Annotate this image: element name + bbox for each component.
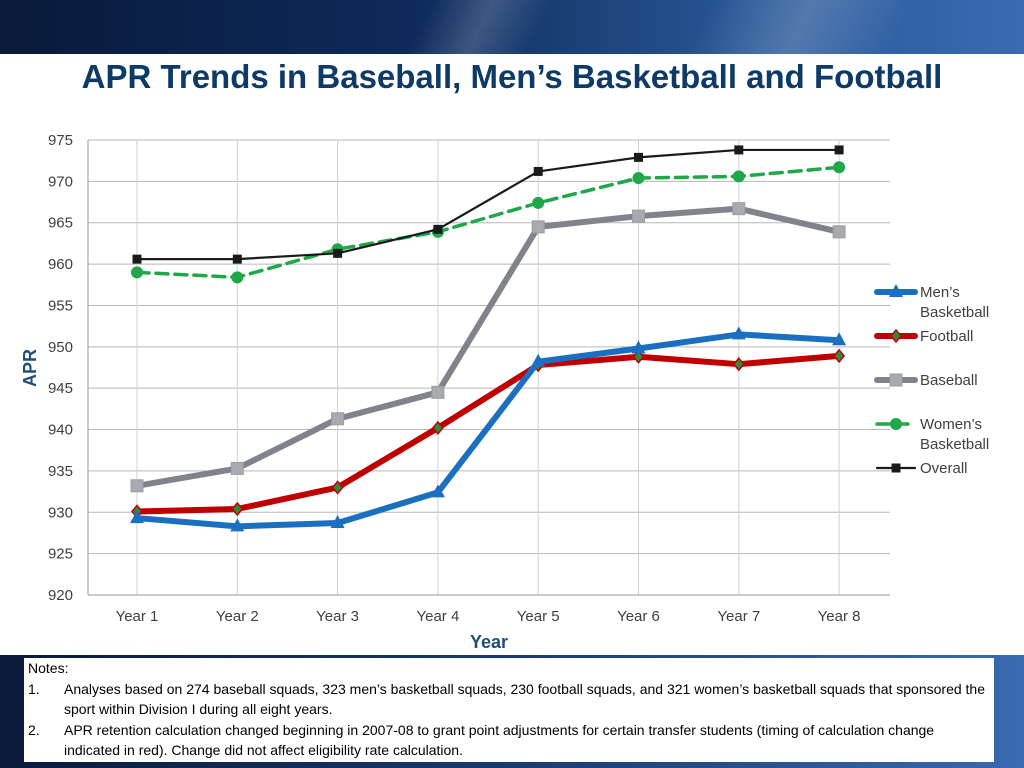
data-point bbox=[834, 145, 844, 155]
series-line bbox=[134, 331, 843, 530]
data-point bbox=[431, 420, 444, 436]
y-axis-title: APR bbox=[20, 349, 40, 387]
x-axis-title: Year bbox=[470, 632, 508, 652]
y-tick-label: 930 bbox=[48, 504, 73, 521]
series-line bbox=[134, 205, 843, 489]
data-point bbox=[231, 501, 244, 517]
axes: 920 925 930 935 940 945 950 955 960 965 970 975 Year… bbox=[20, 132, 890, 652]
note-item: 1. Analyses based on 274 baseball squads… bbox=[28, 679, 988, 720]
y-tick-label: 920 bbox=[48, 587, 73, 604]
note-text: APR retention calculation changed beginn… bbox=[64, 721, 935, 759]
data-point bbox=[531, 220, 545, 234]
data-point bbox=[734, 145, 744, 155]
data-point bbox=[230, 518, 245, 532]
data-point bbox=[330, 515, 345, 529]
x-tick-label: Year 7 bbox=[717, 608, 760, 625]
series-line bbox=[135, 148, 841, 261]
legend-item: Overall bbox=[875, 460, 968, 477]
data-point bbox=[130, 510, 144, 524]
data-point bbox=[732, 170, 745, 183]
data-point bbox=[533, 166, 543, 176]
legend: Men’s Basketball Football Baseball Women’s Ba… bbox=[874, 284, 989, 477]
data-point bbox=[430, 484, 445, 498]
data-point bbox=[631, 340, 646, 354]
legend-label: Men’s bbox=[920, 284, 960, 301]
data-point bbox=[230, 461, 244, 475]
apr-line-chart: 920 925 930 935 940 945 950 955 960 965 970 975 Year… bbox=[20, 132, 989, 652]
data-point bbox=[130, 479, 144, 493]
series-line bbox=[135, 165, 841, 280]
series-baseball bbox=[130, 202, 846, 493]
legend-label: Basketball bbox=[920, 436, 989, 453]
data-point bbox=[732, 202, 746, 216]
notes-heading: Notes: bbox=[28, 660, 69, 676]
note-text: Analyses based on 274 baseball squads, 3… bbox=[64, 680, 986, 718]
legend-label: Football bbox=[920, 328, 973, 345]
x-tick-label: Year 1 bbox=[116, 608, 159, 625]
series-overall bbox=[132, 145, 844, 264]
data-point bbox=[731, 326, 746, 340]
legend-item: Men’s Basketball bbox=[874, 284, 989, 321]
data-point bbox=[433, 224, 443, 234]
data-point bbox=[832, 225, 846, 239]
data-point bbox=[232, 254, 242, 264]
data-point bbox=[833, 161, 846, 174]
data-point bbox=[732, 357, 745, 372]
data-point bbox=[331, 480, 344, 495]
y-tick-label: 945 bbox=[48, 380, 73, 397]
data-point bbox=[531, 353, 546, 367]
x-tick-label: Year 4 bbox=[416, 608, 459, 625]
y-tick-label: 960 bbox=[48, 256, 73, 273]
data-point bbox=[431, 385, 445, 399]
y-tick-label: 970 bbox=[48, 173, 73, 190]
data-point bbox=[231, 271, 244, 284]
y-tick-label: 940 bbox=[48, 422, 73, 439]
data-point bbox=[833, 348, 846, 364]
x-tick-label: Year 2 bbox=[216, 608, 259, 625]
data-point bbox=[131, 266, 143, 279]
x-tick-label: Year 6 bbox=[617, 608, 660, 625]
y-tick-label: 975 bbox=[48, 132, 73, 149]
legend-item: Football bbox=[874, 328, 973, 345]
data-point bbox=[132, 254, 142, 264]
x-tick-label: Year 5 bbox=[517, 608, 560, 625]
y-tick-label: 925 bbox=[48, 546, 73, 563]
series-line bbox=[134, 352, 843, 515]
data-point bbox=[532, 196, 545, 209]
y-tick-label: 935 bbox=[48, 463, 73, 480]
series-football bbox=[131, 348, 846, 519]
data-point bbox=[890, 418, 902, 430]
legend-label: Overall bbox=[920, 460, 968, 477]
x-tick-label: Year 8 bbox=[818, 608, 861, 625]
data-point bbox=[891, 463, 901, 473]
legend-label: Basketball bbox=[920, 304, 989, 321]
legend-item: Women’s Basketball bbox=[875, 416, 989, 453]
slide-title: APR Trends in Baseball, Men’s Basketball… bbox=[81, 58, 943, 95]
y-tick-label: 950 bbox=[48, 339, 73, 356]
data-point bbox=[634, 152, 643, 162]
data-point bbox=[889, 284, 903, 297]
y-tick-label: 955 bbox=[48, 297, 73, 314]
data-point bbox=[632, 209, 645, 223]
x-tick-label: Year 3 bbox=[316, 608, 359, 625]
data-point bbox=[331, 412, 345, 426]
data-point bbox=[333, 248, 343, 258]
y-tick-label: 965 bbox=[48, 215, 73, 232]
note-item: 2. APR retention calculation changed beg… bbox=[28, 720, 988, 761]
header-banner bbox=[0, 0, 1024, 54]
data-point bbox=[890, 328, 902, 344]
series-men-s-basketball bbox=[130, 326, 847, 532]
data-point bbox=[832, 332, 847, 346]
series bbox=[130, 145, 847, 532]
data-point bbox=[889, 373, 903, 387]
legend-label: Women’s bbox=[920, 416, 982, 433]
note-number: 2. bbox=[28, 721, 40, 738]
legend-label: Baseball bbox=[920, 372, 978, 389]
note-number: 1. bbox=[28, 680, 40, 697]
legend-item: Baseball bbox=[874, 372, 978, 389]
data-point bbox=[632, 172, 645, 185]
data-point bbox=[632, 349, 645, 364]
notes-box: Notes: 1. Analyses based on 274 baseball… bbox=[24, 658, 994, 762]
